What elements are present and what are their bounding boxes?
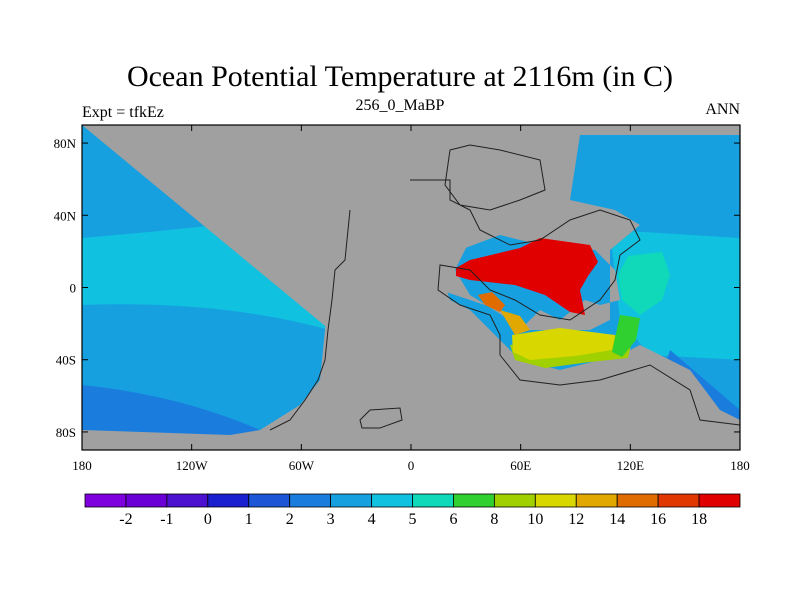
colorbar-swatch xyxy=(493,493,536,508)
colorbar-swatch xyxy=(330,493,372,508)
colorbar: -2 -1 0 1 2 3 4 5 6 8 10 12 14 16 18 xyxy=(84,493,741,528)
y-tick-label: 40N xyxy=(54,208,77,223)
colorbar-swatch xyxy=(371,493,413,508)
colorbar-swatch xyxy=(412,493,454,508)
colorbar-label: -2 xyxy=(119,511,132,528)
colorbar-swatch xyxy=(248,493,291,508)
colorbar-label: 16 xyxy=(650,511,666,528)
period-label: 256_0_MaBP xyxy=(355,97,445,114)
colorbar-swatch xyxy=(657,493,700,508)
colorbar-label: 2 xyxy=(286,511,294,528)
y-axis: 80N 40N 0 40S 80S xyxy=(54,136,740,440)
colorbar-swatch xyxy=(453,493,495,508)
colorbar-label: 12 xyxy=(568,511,584,528)
ocean-teal-patch xyxy=(618,252,670,315)
coastline-outline xyxy=(269,144,740,431)
x-tick-label: 120E xyxy=(617,458,645,473)
x-tick-label: 120W xyxy=(176,458,209,473)
warm-green-region xyxy=(612,315,640,357)
warm-orange-region xyxy=(478,292,505,312)
y-tick-label: 40S xyxy=(56,353,76,368)
colorbar-swatch xyxy=(575,493,618,508)
colorbar-label: 1 xyxy=(245,511,253,528)
colorbar-swatch xyxy=(534,493,577,508)
colorbar-label: 4 xyxy=(368,511,376,528)
x-tick-label: 180 xyxy=(730,458,750,473)
warm-amber-region xyxy=(500,310,530,335)
colorbar-label: 18 xyxy=(691,511,707,528)
colorbar-label: -1 xyxy=(160,511,173,528)
colorbar-swatch xyxy=(616,493,659,508)
y-tick-label: 80S xyxy=(56,425,76,440)
colorbar-label: 8 xyxy=(490,511,498,528)
x-axis: 180 120W 60W 0 60E 120E 180 xyxy=(72,125,750,473)
colorbar-label: 14 xyxy=(609,511,625,528)
season-label: ANN xyxy=(705,101,740,118)
colorbar-label: 6 xyxy=(449,511,457,528)
y-tick-label: 0 xyxy=(70,281,77,296)
warm-red-region xyxy=(456,238,598,315)
colorbar-label: 0 xyxy=(204,511,212,528)
colorbar-label: 3 xyxy=(327,511,335,528)
y-tick-label: 80N xyxy=(54,136,77,151)
colorbar-swatch xyxy=(289,493,332,508)
experiment-label: Expt = tfkEz xyxy=(82,104,164,121)
colorbar-swatch xyxy=(698,493,741,508)
x-tick-label: 0 xyxy=(408,458,415,473)
warm-yellow-region xyxy=(512,328,615,360)
colorbar-swatch xyxy=(166,493,209,508)
x-tick-label: 60E xyxy=(510,458,531,473)
land-mass xyxy=(82,125,740,450)
colorbar-swatch xyxy=(84,493,127,508)
colorbar-label: 5 xyxy=(409,511,417,528)
plot-title: Ocean Potential Temperature at 2116m (in… xyxy=(126,60,674,93)
colorbar-swatch xyxy=(207,493,250,508)
x-tick-label: 60W xyxy=(289,458,315,473)
colorbar-label: 10 xyxy=(527,511,543,528)
colorbar-swatch xyxy=(125,493,168,508)
x-tick-label: 180 xyxy=(72,458,92,473)
